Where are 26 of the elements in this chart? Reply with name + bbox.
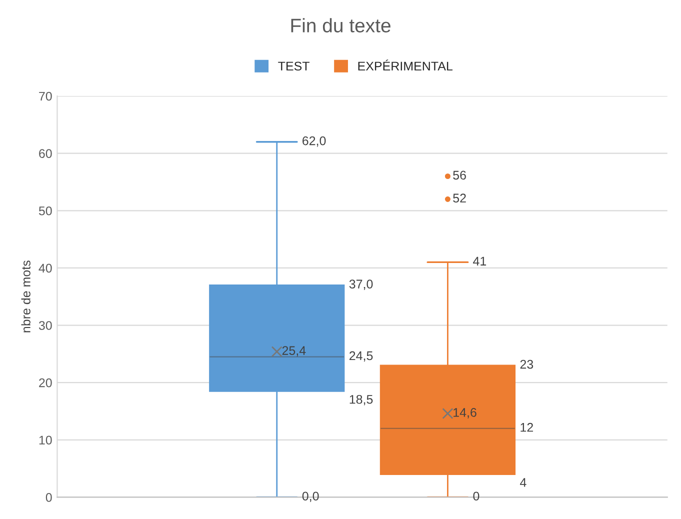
chart-title: Fin du texte bbox=[291, 18, 390, 32]
annotation: 0 bbox=[473, 492, 480, 501]
annotation: 25,4 bbox=[282, 346, 306, 356]
annotation: 14,6 bbox=[454, 408, 476, 418]
y-tick-label: 70 bbox=[39, 92, 52, 101]
annotation: 12 bbox=[520, 422, 533, 432]
y-tick-label: 50 bbox=[38, 206, 52, 216]
y-tick-label: 0 bbox=[46, 493, 52, 502]
annotation: 41 bbox=[473, 256, 486, 266]
y-tick-label: 10 bbox=[39, 436, 52, 445]
annotation: 62,0 bbox=[302, 136, 326, 147]
y-tick-label: 60 bbox=[39, 149, 52, 158]
annotation: 18,5 bbox=[350, 394, 373, 406]
annotation: 4 bbox=[520, 478, 526, 487]
annotation: 56 bbox=[453, 170, 466, 180]
y-tick-label: 20 bbox=[39, 378, 52, 388]
legend-label: EXPÉRIMENTAL bbox=[358, 60, 452, 70]
annotation: 23 bbox=[520, 360, 534, 369]
annotation: 0,0 bbox=[302, 492, 319, 502]
annotation: 52 bbox=[453, 194, 466, 203]
y-tick-label: 40 bbox=[38, 264, 52, 273]
y-tick-label: 30 bbox=[38, 321, 52, 330]
y-axis-title: nbre de mots bbox=[21, 260, 30, 332]
annotation: 37,0 bbox=[349, 280, 373, 290]
annotation: 24,5 bbox=[349, 351, 373, 362]
legend-label: TEST bbox=[278, 62, 310, 71]
